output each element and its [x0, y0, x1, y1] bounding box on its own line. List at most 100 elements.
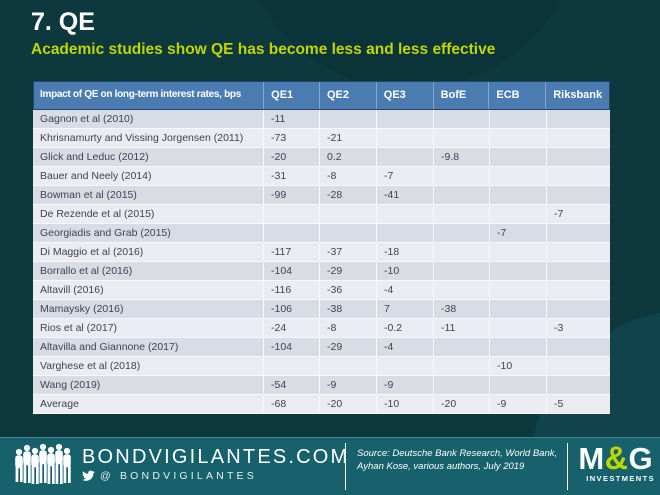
- value-cell: -9: [319, 376, 376, 394]
- column-header: QE2: [318, 82, 376, 109]
- value-cell: -73: [263, 129, 319, 147]
- value-cell: -9: [489, 395, 546, 413]
- value-cell: -7: [376, 167, 433, 185]
- value-cell: [319, 205, 376, 223]
- qe-impact-table: Impact of QE on long-term interest rates…: [33, 81, 610, 414]
- value-cell: [489, 243, 546, 261]
- value-cell: [489, 376, 546, 394]
- source-note: Source: Deutsche Bank Research, World Ba…: [357, 447, 559, 473]
- value-cell: -41: [376, 186, 433, 204]
- source-line-2: Ayhan Kose, various authors, July 2019: [357, 461, 525, 472]
- value-cell: [433, 205, 489, 223]
- value-cell: [319, 224, 376, 242]
- table-header-row: Impact of QE on long-term interest rates…: [33, 81, 610, 110]
- value-cell: [546, 148, 610, 166]
- column-header: BofE: [432, 82, 489, 109]
- value-cell: [489, 300, 546, 318]
- value-cell: 0.2: [319, 148, 376, 166]
- value-cell: -54: [263, 376, 319, 394]
- table-row: Average -68 -20 -10 -20 -9 -5: [33, 395, 610, 414]
- twitter-line: @ BONDVIGILANTES: [82, 469, 349, 482]
- mg-logo-letters: M & G: [574, 442, 656, 475]
- logo-letter-m: M: [578, 441, 604, 476]
- value-cell: -9.8: [433, 148, 489, 166]
- value-cell: 7: [376, 300, 433, 318]
- page-title: 7. QE: [31, 8, 95, 36]
- study-label-cell: Di Maggio et al (2016): [40, 246, 144, 258]
- study-label-cell: Mamaysky (2016): [40, 303, 124, 315]
- value-cell: [546, 262, 610, 280]
- value-cell: -3: [546, 319, 610, 337]
- value-cell: [376, 129, 433, 147]
- value-cell: [546, 281, 610, 299]
- value-cell: [263, 205, 319, 223]
- table-row: Georgiadis and Grab (2015) -7: [33, 224, 610, 243]
- study-label-cell: Bowman et al (2015): [40, 189, 137, 201]
- value-cell: [546, 186, 610, 204]
- column-header-label: Impact of QE on long-term interest rates…: [40, 89, 241, 100]
- value-cell: -0.2: [376, 319, 433, 337]
- value-cell: [546, 243, 610, 261]
- study-label-cell: Glick and Leduc (2012): [40, 151, 149, 163]
- table-row: Borrallo et al (2016) -104 -29 -10: [33, 262, 610, 281]
- value-cell: [319, 357, 376, 375]
- study-label-cell: Bauer and Neely (2014): [40, 170, 152, 182]
- value-cell: -38: [433, 300, 489, 318]
- table-row: Bowman et al (2015) -99 -28 -41: [33, 186, 610, 205]
- value-cell: [489, 186, 546, 204]
- value-cell: -104: [263, 338, 319, 356]
- value-cell: [376, 110, 433, 128]
- value-cell: -11: [433, 319, 489, 337]
- value-cell: [433, 281, 489, 299]
- value-cell: [433, 110, 489, 128]
- value-cell: [433, 224, 489, 242]
- twitter-icon: [82, 470, 95, 481]
- value-cell: [433, 376, 489, 394]
- value-cell: -10: [376, 395, 433, 413]
- site-name: BONDVIGILANTES.COM: [82, 446, 350, 468]
- column-header: ECB: [488, 82, 545, 109]
- value-cell: [433, 243, 489, 261]
- value-cell: [376, 357, 433, 375]
- table-row: Khrisnamurty and Vissing Jorgensen (2011…: [33, 129, 610, 148]
- study-label-cell: Borrallo et al (2016): [40, 265, 133, 277]
- value-cell: -24: [263, 319, 319, 337]
- value-cell: [489, 205, 546, 223]
- value-cell: [376, 148, 433, 166]
- study-label-cell: Georgiadis and Grab (2015): [40, 227, 171, 239]
- value-cell: [433, 338, 489, 356]
- value-cell: -11: [263, 110, 319, 128]
- value-cell: [546, 129, 610, 147]
- value-cell: -29: [319, 262, 376, 280]
- table-row: Altavilla and Giannone (2017) -104 -29 -4: [33, 338, 610, 357]
- value-cell: -29: [319, 338, 376, 356]
- value-cell: [546, 357, 610, 375]
- value-cell: -4: [376, 338, 433, 356]
- study-label-cell: Varghese et al (2018): [40, 360, 141, 372]
- value-cell: -5: [546, 395, 610, 413]
- study-label-cell: De Rezende et al (2015): [40, 208, 155, 220]
- value-cell: [433, 262, 489, 280]
- value-cell: [433, 129, 489, 147]
- value-cell: [489, 319, 546, 337]
- column-header: Riksbank: [545, 82, 609, 109]
- brand-block: BONDVIGILANTES.COM @ BONDVIGILANTES: [82, 446, 349, 482]
- study-label-cell: Gagnon et al (2010): [40, 113, 134, 125]
- value-cell: [376, 224, 433, 242]
- value-cell: [489, 281, 546, 299]
- value-cell: [546, 300, 610, 318]
- table-row: Bauer and Neely (2014) -31 -8 -7: [33, 167, 610, 186]
- footer-divider-left: [345, 443, 346, 490]
- study-label-cell: Altavill (2016): [40, 284, 104, 296]
- footer-divider-right: [567, 443, 568, 490]
- value-cell: -7: [489, 224, 546, 242]
- table-body: Gagnon et al (2010) -11 Khrisnamurty and V…: [33, 110, 610, 414]
- slide-subtitle: Academic studies show QE has become less…: [31, 41, 496, 58]
- value-cell: -8: [319, 319, 376, 337]
- value-cell: -7: [546, 205, 610, 223]
- table-row: Mamaysky (2016) -106 -38 7 -38: [33, 300, 610, 319]
- value-cell: [263, 357, 319, 375]
- value-cell: -99: [263, 186, 319, 204]
- table-row: Glick and Leduc (2012) -20 0.2 -9.8: [33, 148, 610, 167]
